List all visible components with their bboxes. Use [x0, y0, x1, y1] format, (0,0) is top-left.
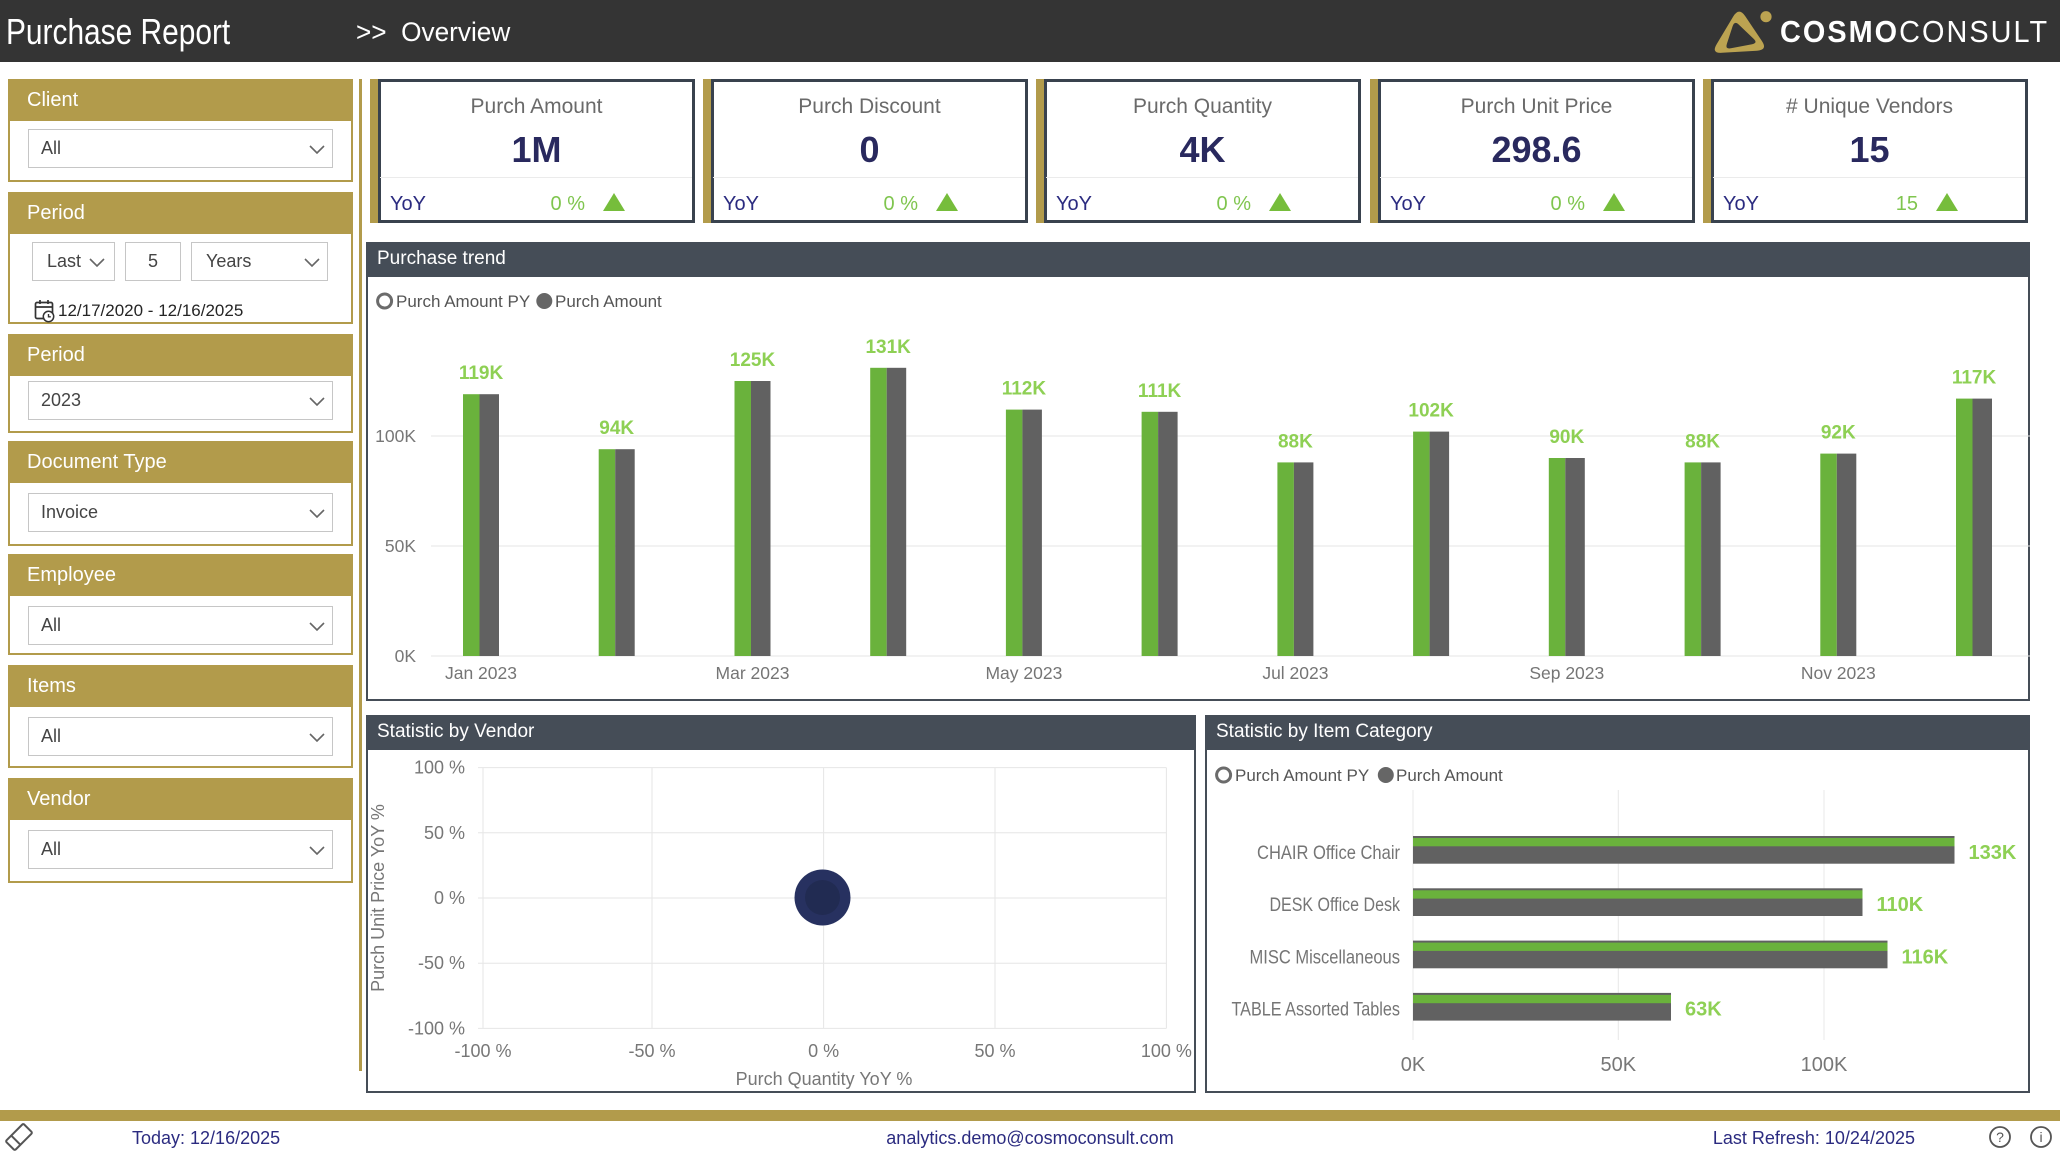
svg-text:Jan 2023: Jan 2023	[445, 663, 517, 683]
svg-text:Sep 2023: Sep 2023	[1529, 663, 1604, 683]
svg-text:Jul 2023: Jul 2023	[1262, 663, 1328, 683]
svg-text:-50 %: -50 %	[628, 1041, 675, 1061]
svg-text:102K: 102K	[1408, 401, 1454, 422]
svg-text:Nov 2023: Nov 2023	[1801, 663, 1876, 683]
svg-text:Purch Amount: Purch Amount	[555, 292, 662, 311]
svg-text:88K: 88K	[1685, 431, 1720, 452]
svg-text:111K: 111K	[1138, 381, 1182, 402]
svg-text:100K: 100K	[1801, 1054, 1848, 1076]
svg-text:DESK Office Desk: DESK Office Desk	[1270, 894, 1401, 916]
svg-text:50 %: 50 %	[974, 1041, 1015, 1061]
svg-text:117K: 117K	[1952, 368, 1997, 389]
svg-text:90K: 90K	[1549, 427, 1584, 448]
svg-text:94K: 94K	[599, 418, 634, 439]
svg-text:0 %: 0 %	[808, 1041, 839, 1061]
svg-text:100K: 100K	[375, 426, 416, 446]
svg-text:May 2023: May 2023	[985, 663, 1062, 683]
svg-text:133K: 133K	[1969, 842, 2017, 864]
svg-text:TABLE Assorted Tables: TABLE Assorted Tables	[1232, 999, 1401, 1021]
svg-text:Purch Amount PY: Purch Amount PY	[396, 292, 530, 311]
svg-text:-100 %: -100 %	[454, 1041, 511, 1061]
svg-text:116K: 116K	[1902, 946, 1949, 968]
svg-text:-50 %: -50 %	[418, 953, 465, 973]
svg-text:0 %: 0 %	[434, 888, 465, 908]
svg-text:110K: 110K	[1877, 894, 1924, 916]
svg-text:100 %: 100 %	[414, 758, 465, 778]
svg-text:131K: 131K	[865, 337, 911, 358]
svg-text:50 %: 50 %	[424, 823, 465, 843]
svg-text:Mar 2023: Mar 2023	[716, 663, 790, 683]
svg-text:Purch Amount PY: Purch Amount PY	[1235, 766, 1369, 785]
svg-text:0K: 0K	[1401, 1054, 1426, 1076]
svg-text:92K: 92K	[1821, 423, 1856, 444]
svg-text:i: i	[2039, 1129, 2042, 1145]
svg-text:63K: 63K	[1685, 999, 1722, 1021]
svg-text:MISC Miscellaneous: MISC Miscellaneous	[1250, 946, 1401, 968]
svg-text:112K: 112K	[1002, 379, 1047, 400]
svg-text:50K: 50K	[1601, 1054, 1637, 1076]
svg-text:CHAIR Office Chair: CHAIR Office Chair	[1257, 842, 1400, 864]
svg-text:Purch Unit Price YoY %: Purch Unit Price YoY %	[368, 804, 388, 992]
svg-text:0K: 0K	[395, 646, 417, 666]
svg-text:119K: 119K	[459, 363, 504, 384]
svg-text:Purch Amount: Purch Amount	[1396, 766, 1503, 785]
svg-text:Purch Quantity YoY %: Purch Quantity YoY %	[736, 1069, 913, 1089]
svg-text:-100 %: -100 %	[408, 1018, 465, 1038]
svg-text:?: ?	[1996, 1129, 2004, 1145]
svg-text:125K: 125K	[730, 350, 776, 371]
svg-text:100 %: 100 %	[1141, 1041, 1192, 1061]
svg-text:88K: 88K	[1278, 431, 1313, 452]
svg-text:50K: 50K	[385, 536, 416, 556]
